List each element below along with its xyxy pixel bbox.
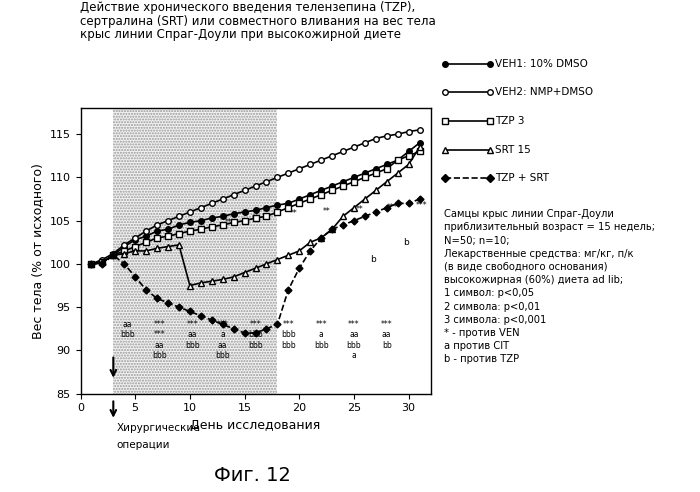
Text: **: ** <box>290 209 298 218</box>
Text: **: ** <box>224 218 232 227</box>
Text: bbb: bbb <box>216 351 230 360</box>
Text: ***: *** <box>153 331 165 339</box>
Text: VEH1: 10% DMSO: VEH1: 10% DMSO <box>495 59 588 69</box>
Text: Действие хронического введения телензепина (TZP),: Действие хронического введения телензепи… <box>80 1 416 14</box>
Text: ***: *** <box>250 320 261 329</box>
Text: Хирургические: Хирургические <box>117 423 200 433</box>
Text: a: a <box>318 331 323 339</box>
Text: Фиг. 12: Фиг. 12 <box>214 465 290 485</box>
Text: aa: aa <box>218 341 228 350</box>
Text: ***: *** <box>348 320 360 329</box>
Text: bbb: bbb <box>314 341 328 350</box>
Text: **: ** <box>356 205 363 214</box>
Text: ***: *** <box>315 320 327 329</box>
Y-axis label: Вес тела (% от исходного): Вес тела (% от исходного) <box>32 163 44 339</box>
Text: b: b <box>403 238 409 247</box>
X-axis label: День исследования: День исследования <box>190 419 321 432</box>
Text: bbb: bbb <box>248 331 262 339</box>
Text: a: a <box>351 351 356 360</box>
Text: ***: *** <box>381 320 393 329</box>
Text: ***: *** <box>386 203 398 212</box>
Text: bbb: bbb <box>281 331 295 339</box>
Text: aa: aa <box>382 331 391 339</box>
Text: VEH2: NMP+DMSO: VEH2: NMP+DMSO <box>495 88 593 97</box>
Text: ***: *** <box>153 320 165 329</box>
Text: bbb: bbb <box>185 341 200 350</box>
Text: bbb: bbb <box>152 351 167 360</box>
Text: **: ** <box>251 214 260 223</box>
Text: TZP 3: TZP 3 <box>495 116 524 126</box>
Text: aa: aa <box>349 331 358 339</box>
Text: **: ** <box>323 207 330 215</box>
Text: aa: aa <box>188 331 197 339</box>
Text: Самцы крыс линии Спраг-Доули
приблизительный возраст = 15 недель;
N=50; n=10;
Ле: Самцы крыс линии Спраг-Доули приблизител… <box>444 209 655 365</box>
Text: aa: aa <box>155 341 164 350</box>
Text: SRT 15: SRT 15 <box>495 145 531 154</box>
Text: bb: bb <box>382 341 391 350</box>
Text: сертралина (SRT) или совместного вливания на вес тела: сертралина (SRT) или совместного вливани… <box>80 15 436 28</box>
Text: ***: *** <box>416 201 428 210</box>
Text: bbb: bbb <box>120 331 135 339</box>
Text: a: a <box>220 331 225 339</box>
Text: операции: операции <box>117 440 170 450</box>
Text: ***: *** <box>283 320 294 329</box>
Bar <box>113 108 277 394</box>
Text: b: b <box>370 255 376 264</box>
Text: крыс линии Спраг-Доули при высокожирной диете: крыс линии Спраг-Доули при высокожирной … <box>80 28 402 41</box>
Text: bbb: bbb <box>281 341 295 350</box>
Text: bbb: bbb <box>248 341 262 350</box>
Text: TZP + SRT: TZP + SRT <box>495 173 549 183</box>
Text: ***: *** <box>217 320 228 329</box>
Text: ***: *** <box>186 320 198 329</box>
Text: bbb: bbb <box>346 341 361 350</box>
Text: aa: aa <box>122 320 132 329</box>
Bar <box>113 108 277 394</box>
